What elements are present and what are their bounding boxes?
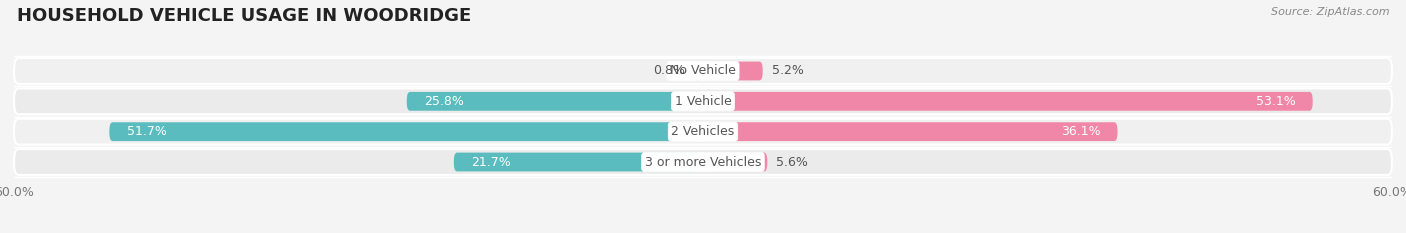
FancyBboxPatch shape <box>703 92 1313 111</box>
FancyBboxPatch shape <box>454 153 703 171</box>
FancyBboxPatch shape <box>14 149 1392 175</box>
FancyBboxPatch shape <box>14 89 1392 114</box>
Text: 25.8%: 25.8% <box>425 95 464 108</box>
Text: 36.1%: 36.1% <box>1060 125 1101 138</box>
Text: 5.6%: 5.6% <box>776 155 808 168</box>
Text: Source: ZipAtlas.com: Source: ZipAtlas.com <box>1271 7 1389 17</box>
Text: 51.7%: 51.7% <box>127 125 166 138</box>
FancyBboxPatch shape <box>703 122 1118 141</box>
Text: 1 Vehicle: 1 Vehicle <box>675 95 731 108</box>
Text: 3 or more Vehicles: 3 or more Vehicles <box>645 155 761 168</box>
FancyBboxPatch shape <box>14 119 1392 144</box>
FancyBboxPatch shape <box>693 62 703 80</box>
FancyBboxPatch shape <box>14 58 1392 84</box>
Text: 5.2%: 5.2% <box>772 65 804 78</box>
Text: 53.1%: 53.1% <box>1256 95 1295 108</box>
Text: HOUSEHOLD VEHICLE USAGE IN WOODRIDGE: HOUSEHOLD VEHICLE USAGE IN WOODRIDGE <box>17 7 471 25</box>
Text: 2 Vehicles: 2 Vehicles <box>672 125 734 138</box>
FancyBboxPatch shape <box>703 62 762 80</box>
Text: 21.7%: 21.7% <box>471 155 510 168</box>
Text: 0.8%: 0.8% <box>652 65 685 78</box>
FancyBboxPatch shape <box>703 153 768 171</box>
FancyBboxPatch shape <box>406 92 703 111</box>
Text: No Vehicle: No Vehicle <box>671 65 735 78</box>
FancyBboxPatch shape <box>110 122 703 141</box>
